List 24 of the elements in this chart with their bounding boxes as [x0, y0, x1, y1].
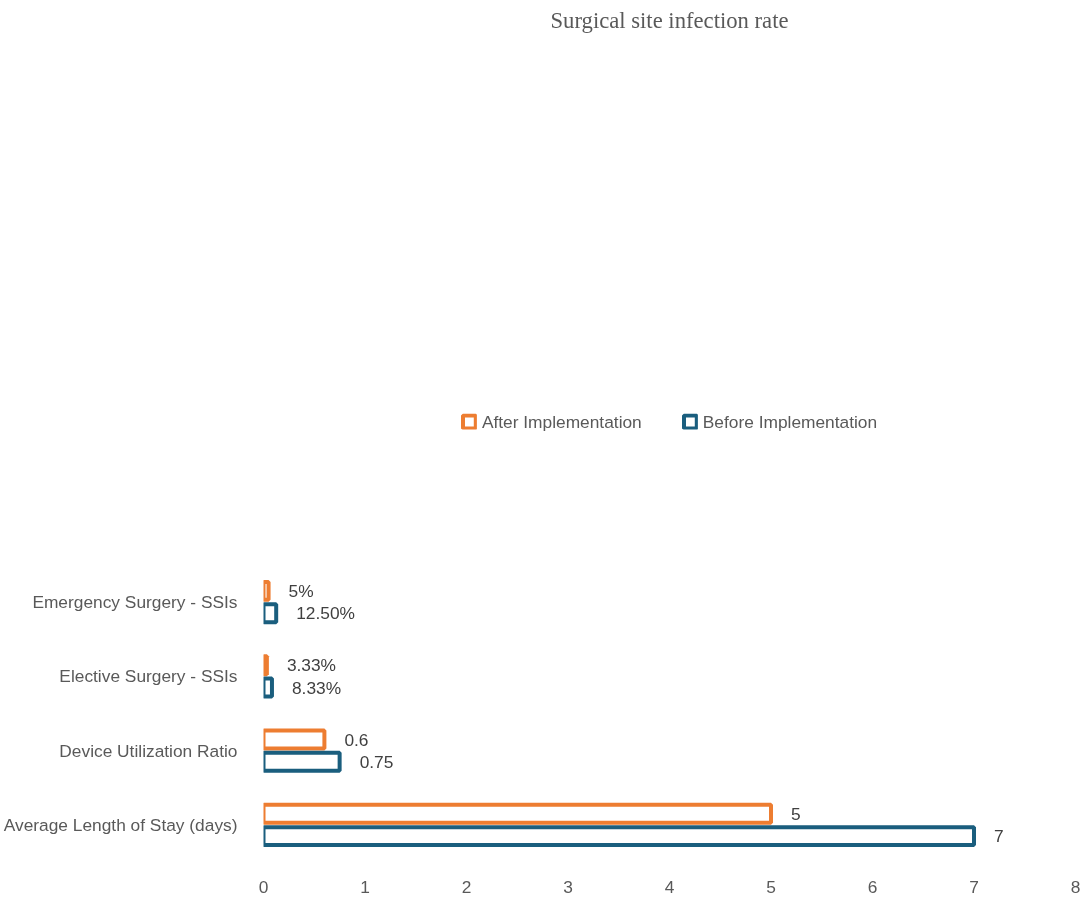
data-label: 0.75 — [359, 751, 394, 772]
data-label: 5 — [791, 803, 801, 824]
y-tick-label: Elective Surgery - SSIs — [59, 666, 238, 687]
y-tick-label: Average Length of Stay (days) — [3, 814, 238, 835]
legend-label: Before Implementation — [702, 411, 878, 433]
x-tick-label: 1 — [360, 876, 370, 897]
x-tick-label: 8 — [1070, 876, 1081, 897]
data-label: 5% — [288, 580, 314, 601]
x-tick-label: 0 — [258, 876, 269, 897]
x-tick-label: 3 — [563, 876, 573, 897]
x-tick-label: 7 — [969, 876, 979, 897]
legend-label: After Implementation — [481, 411, 642, 433]
data-label: 7 — [994, 826, 1004, 847]
data-label: 8.33% — [291, 677, 342, 698]
x-tick-label: 2 — [461, 876, 472, 897]
y-tick-label: Device Utilization Ratio — [59, 740, 238, 761]
x-tick-label: 6 — [867, 876, 878, 897]
data-label: 0.6 — [344, 729, 369, 750]
x-tick-label: 5 — [766, 876, 776, 897]
y-tick-label: Emergency Surgery - SSIs — [32, 592, 238, 613]
data-label: 3.33% — [286, 655, 337, 676]
data-label: 12.50% — [296, 603, 355, 624]
x-tick-label: 4 — [664, 876, 675, 897]
chart-title: Surgical site infection rate — [550, 7, 789, 33]
